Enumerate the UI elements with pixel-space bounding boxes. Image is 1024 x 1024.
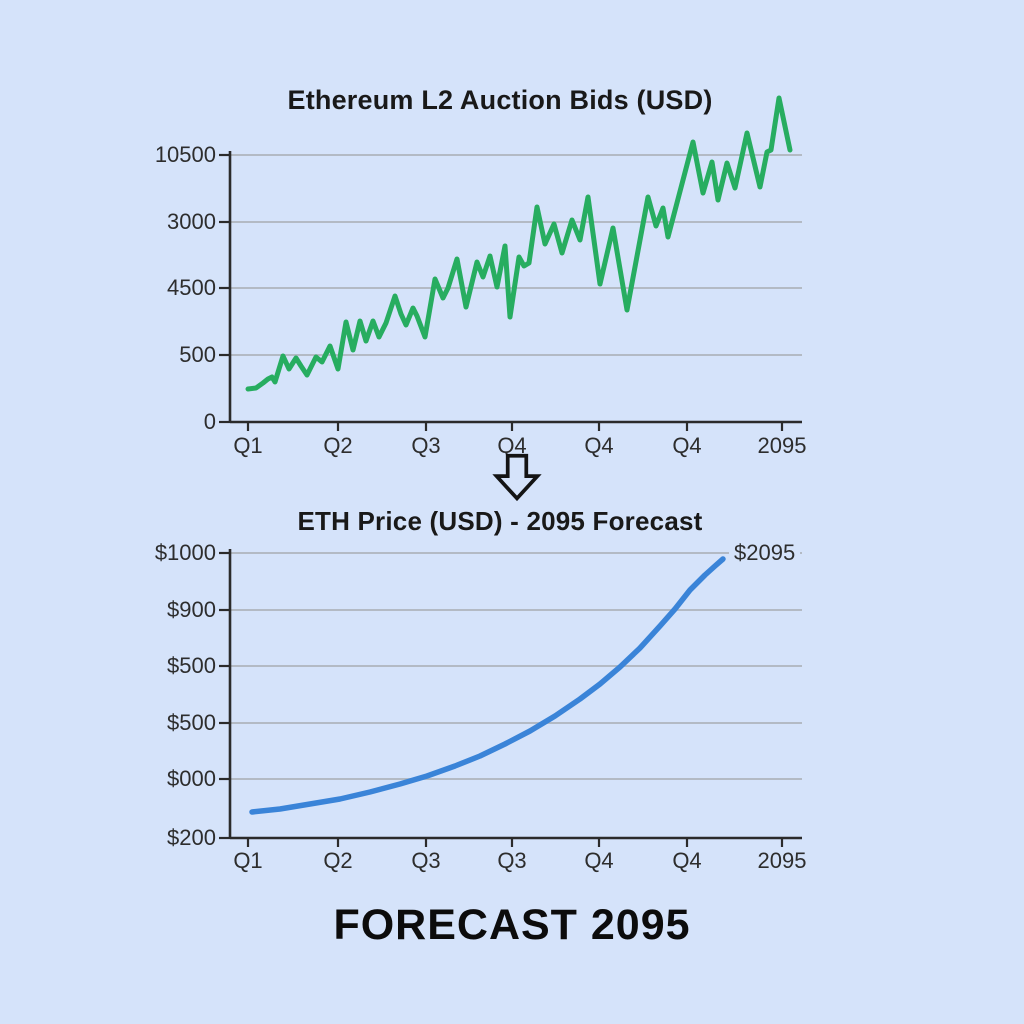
chart2-x-tick-label: Q4	[584, 848, 614, 873]
chart1-y-tick-label: 4500	[167, 275, 216, 300]
down-arrow-icon	[490, 452, 544, 504]
forecast-caption: FORECAST 2095	[333, 901, 691, 949]
top-chart-title: Ethereum L2 Auction Bids (USD)	[287, 85, 713, 115]
chart1-x-tick-label: Q2	[323, 433, 353, 458]
chart2-x-tick-label: Q3	[497, 848, 527, 873]
price-annotation: $2095	[729, 540, 801, 566]
chart1-x-tick-label: Q4	[584, 433, 614, 458]
chart2-y-tick-label: $000	[167, 766, 216, 791]
chart2-x-tick-label: 2095	[757, 848, 807, 873]
chart1-x-tick-label: Q4	[497, 433, 527, 458]
chart2-y-tick-label: $200	[167, 825, 216, 850]
chart2-y-tick-label: $900	[167, 597, 216, 622]
chart1-x-tick-label: 2095	[757, 433, 807, 458]
chart1-y-tick-label: 0	[203, 409, 216, 434]
chart1-x-tick-label: Q3	[411, 433, 441, 458]
chart2-x-tick-label: Q3	[411, 848, 441, 873]
chart2-y-tick-label: $1000	[154, 540, 216, 565]
chart1-y-tick-label: 500	[179, 342, 216, 367]
chart2-x-tick-label: Q2	[323, 848, 353, 873]
chart2-x-tick-label: Q1	[233, 848, 263, 873]
chart1-series-line	[245, 95, 793, 392]
chart2-series-line	[249, 556, 726, 815]
chart2-y-tick-label: $500	[167, 653, 216, 678]
chart1-y-tick-label: 3000	[167, 209, 216, 234]
bottom-chart-title: ETH Price (USD) - 2095 Forecast	[297, 506, 703, 536]
chart1-x-tick-label: Q1	[233, 433, 263, 458]
chart2-y-tick-label: $500	[167, 710, 216, 735]
chart1-x-tick-label: Q4	[672, 433, 702, 458]
chart1-y-tick-label: 10500	[154, 142, 216, 167]
chart2-x-tick-label: Q4	[672, 848, 702, 873]
